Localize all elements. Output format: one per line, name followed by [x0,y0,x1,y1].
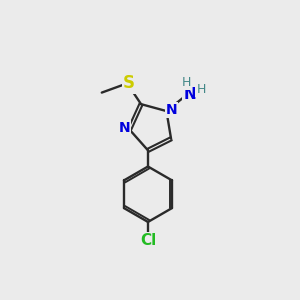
Text: N: N [183,87,196,102]
Text: S: S [123,74,135,92]
Text: H: H [196,82,206,96]
Text: N: N [118,122,130,135]
Text: H: H [182,76,191,89]
Text: N: N [166,103,177,117]
Text: Cl: Cl [140,233,156,248]
